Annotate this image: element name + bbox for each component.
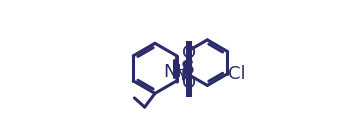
Text: NH: NH bbox=[163, 63, 190, 81]
Text: O: O bbox=[183, 74, 197, 92]
Text: Cl: Cl bbox=[228, 65, 246, 83]
Text: N: N bbox=[173, 65, 186, 83]
Text: O: O bbox=[183, 44, 197, 62]
Text: S: S bbox=[180, 59, 194, 78]
